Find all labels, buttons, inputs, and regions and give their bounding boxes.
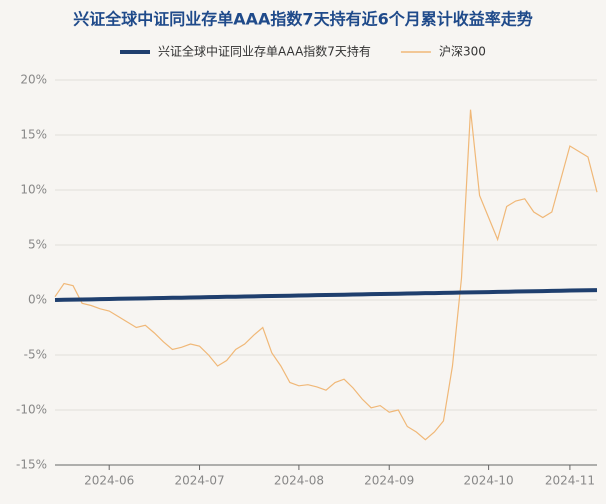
chart-title: 兴证全球中证同业存单AAA指数7天持有近6个月累计收益率走势 (73, 10, 532, 29)
x-tick-label: 2024-11 (545, 474, 595, 488)
y-tick-label: 0% (28, 293, 47, 307)
y-tick-label: 10% (20, 183, 47, 197)
x-tick-label: 2024-08 (274, 474, 324, 488)
series-line (54, 288, 598, 302)
y-tick-label: -10% (16, 403, 47, 417)
y-tick-label: -15% (16, 458, 47, 472)
y-tick-label: 15% (20, 128, 47, 142)
series-line (54, 109, 598, 441)
x-tick-label: 2024-10 (464, 474, 514, 488)
x-tick-label: 2024-06 (84, 474, 134, 488)
y-tick-label: 20% (20, 73, 47, 87)
x-tick-label: 2024-07 (174, 474, 224, 488)
y-tick-label: -5% (24, 348, 47, 362)
legend-label: 沪深300 (439, 45, 486, 59)
y-tick-label: 5% (28, 238, 47, 252)
x-tick-label: 2024-09 (364, 474, 414, 488)
legend-label: 兴证全球中证同业存单AAA指数7天持有 (158, 44, 371, 59)
